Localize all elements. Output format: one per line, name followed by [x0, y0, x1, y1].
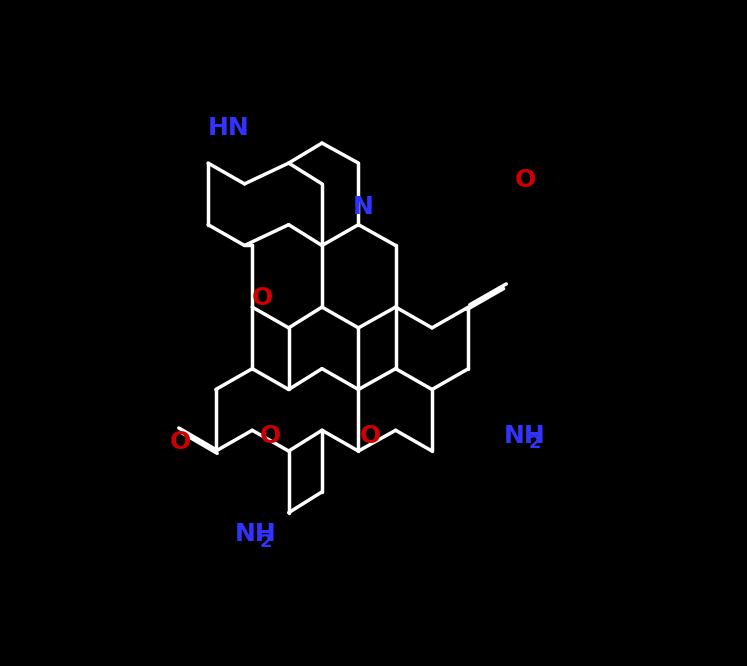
Text: NH: NH — [504, 424, 546, 448]
Text: O: O — [360, 424, 382, 448]
Text: NH: NH — [235, 522, 277, 546]
Text: 2: 2 — [528, 434, 541, 452]
Text: O: O — [515, 168, 536, 192]
Text: O: O — [259, 424, 281, 448]
Text: O: O — [252, 286, 273, 310]
Text: O: O — [170, 430, 190, 454]
Text: HN: HN — [208, 116, 249, 140]
Text: N: N — [353, 195, 374, 219]
Text: 2: 2 — [259, 533, 272, 551]
